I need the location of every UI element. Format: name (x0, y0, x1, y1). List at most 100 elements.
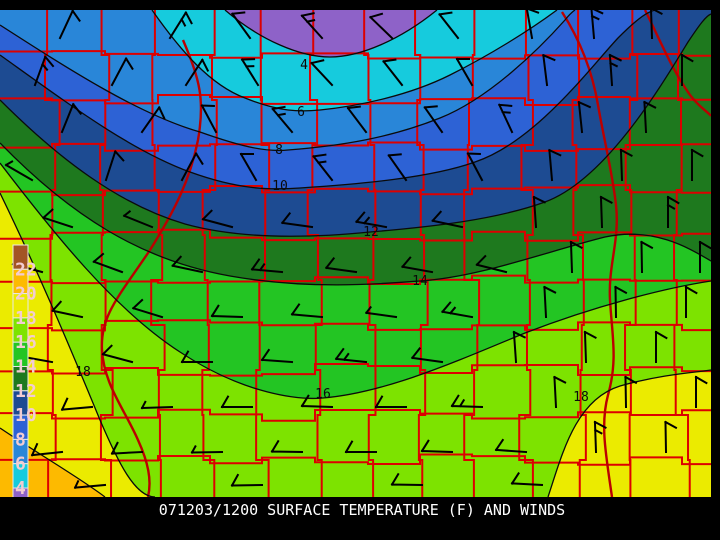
wind-barb (324, 256, 358, 274)
colorbar-label: 14 (15, 357, 37, 378)
wind-barb (110, 441, 144, 455)
colorbar-label: 20 (15, 284, 37, 305)
colorbar-label: 18 (15, 308, 37, 329)
colorbar-label: 4 (15, 478, 26, 499)
contour-line-18-east (547, 369, 711, 497)
wind-barb (310, 59, 334, 87)
wind-barb (624, 375, 638, 409)
wind-barb (410, 346, 444, 364)
wind-barb (401, 256, 434, 274)
wind-barb (680, 53, 694, 86)
county-line (0, 50, 711, 60)
wind-barb (497, 103, 514, 134)
right-border-bar (711, 0, 720, 540)
wind-barb (230, 473, 264, 487)
wind-barb (344, 440, 377, 454)
wind-barb (420, 439, 454, 454)
wind-barb (101, 344, 134, 364)
wind-barb (526, 10, 540, 40)
wind-barb (260, 348, 294, 364)
wind-barb (131, 298, 164, 319)
wind-barb (423, 105, 444, 134)
contour-label: 14 (412, 274, 428, 289)
river-west (100, 39, 203, 497)
wind-barb (4, 160, 34, 182)
wind-barb (171, 255, 204, 274)
wind-barb (280, 211, 314, 229)
wind-barb (387, 153, 408, 182)
colorbar-label: 12 (15, 381, 37, 402)
top-border-bar (0, 0, 720, 10)
wind-barb (583, 330, 597, 364)
river-east (560, 11, 618, 497)
county-line (0, 363, 711, 377)
wind-barb (104, 150, 125, 182)
wind-barb (569, 240, 583, 274)
temperature-band-below-4 (225, 10, 437, 57)
wind-barb (201, 209, 234, 229)
wind-barb (664, 420, 678, 454)
contour-label: 12 (363, 225, 379, 240)
wind-barb (184, 58, 210, 87)
wind-barb (239, 152, 258, 182)
wind-barb (140, 400, 174, 410)
wind-barb (355, 211, 388, 229)
wind-barb (190, 445, 224, 454)
wind-barb (577, 100, 592, 134)
county-line (0, 228, 711, 242)
contour-labels-layer: 4 6 8 10 12 14 16 18 18 (75, 58, 589, 405)
contour-line-6 (151, 10, 558, 112)
colorbar-label: 8 (15, 429, 26, 450)
contour-label: 16 (315, 387, 331, 402)
county-line (306, 10, 323, 497)
wind-barb (271, 105, 294, 134)
contour-line-4 (224, 10, 438, 58)
wind-barb (240, 58, 260, 87)
wind-barb (382, 58, 404, 87)
wind-barb (60, 102, 83, 134)
colorbar-label: 16 (15, 332, 37, 353)
wind-barb (290, 303, 324, 319)
wind-barb (369, 12, 394, 40)
wind-barb (599, 195, 613, 229)
wind-barb (58, 10, 81, 40)
colorbar-label: 6 (15, 454, 26, 475)
wind-barb (593, 420, 607, 454)
caption-text: 071203/1200 SURFACE TEMPERATURE (F) AND … (159, 501, 565, 519)
caption-bar (0, 497, 720, 540)
county-line (363, 10, 377, 497)
wind-barb (33, 55, 55, 87)
county-line (0, 274, 711, 285)
wind-barb (455, 57, 474, 87)
wind-barb (250, 258, 284, 274)
wind-barb (640, 240, 654, 274)
wind-barb (42, 208, 74, 229)
county-line (571, 10, 587, 497)
wind-barb (60, 397, 94, 411)
contour-line-8 (0, 10, 576, 152)
wind-barb (140, 106, 166, 134)
county-line (99, 10, 114, 497)
wind-barb (438, 11, 460, 40)
wind-barb (300, 12, 324, 40)
county-line (0, 184, 711, 197)
wind-barb (643, 100, 657, 134)
wind-barb (614, 285, 628, 319)
wind-barb (510, 471, 544, 487)
wind-barb (532, 195, 547, 229)
wind-barb (590, 10, 604, 40)
wind-barb (553, 375, 567, 409)
wind-barb (619, 148, 633, 182)
river-northeast (643, 10, 711, 117)
wind-barb (542, 53, 556, 87)
wind-barb (180, 350, 213, 364)
county-line (518, 10, 534, 497)
colorbar: 22 20 18 16 14 12 10 8 6 4 (12, 244, 37, 513)
colorbar-label: 10 (15, 405, 37, 426)
county-line (0, 453, 711, 466)
wind-barb (431, 210, 464, 229)
wind-barb (466, 152, 484, 182)
wind-barb (608, 53, 623, 87)
